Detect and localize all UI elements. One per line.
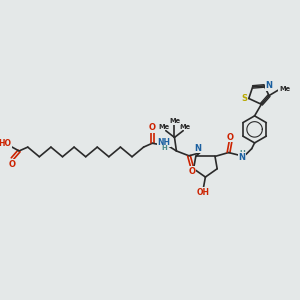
Text: O: O <box>188 167 195 176</box>
Text: O: O <box>9 160 16 169</box>
Text: O: O <box>149 123 156 132</box>
Text: N: N <box>238 153 245 162</box>
Text: Me: Me <box>180 124 191 130</box>
Text: N: N <box>194 144 201 153</box>
Text: O: O <box>227 133 234 142</box>
Text: H: H <box>161 145 167 151</box>
Text: HO: HO <box>0 139 11 148</box>
Text: Me: Me <box>169 118 180 124</box>
Text: N: N <box>266 81 273 90</box>
Text: S: S <box>241 94 247 103</box>
Text: NH: NH <box>158 138 170 147</box>
Text: H: H <box>239 150 245 156</box>
Text: Me: Me <box>158 124 169 130</box>
Text: Me: Me <box>279 86 290 92</box>
Text: OH: OH <box>197 188 210 197</box>
